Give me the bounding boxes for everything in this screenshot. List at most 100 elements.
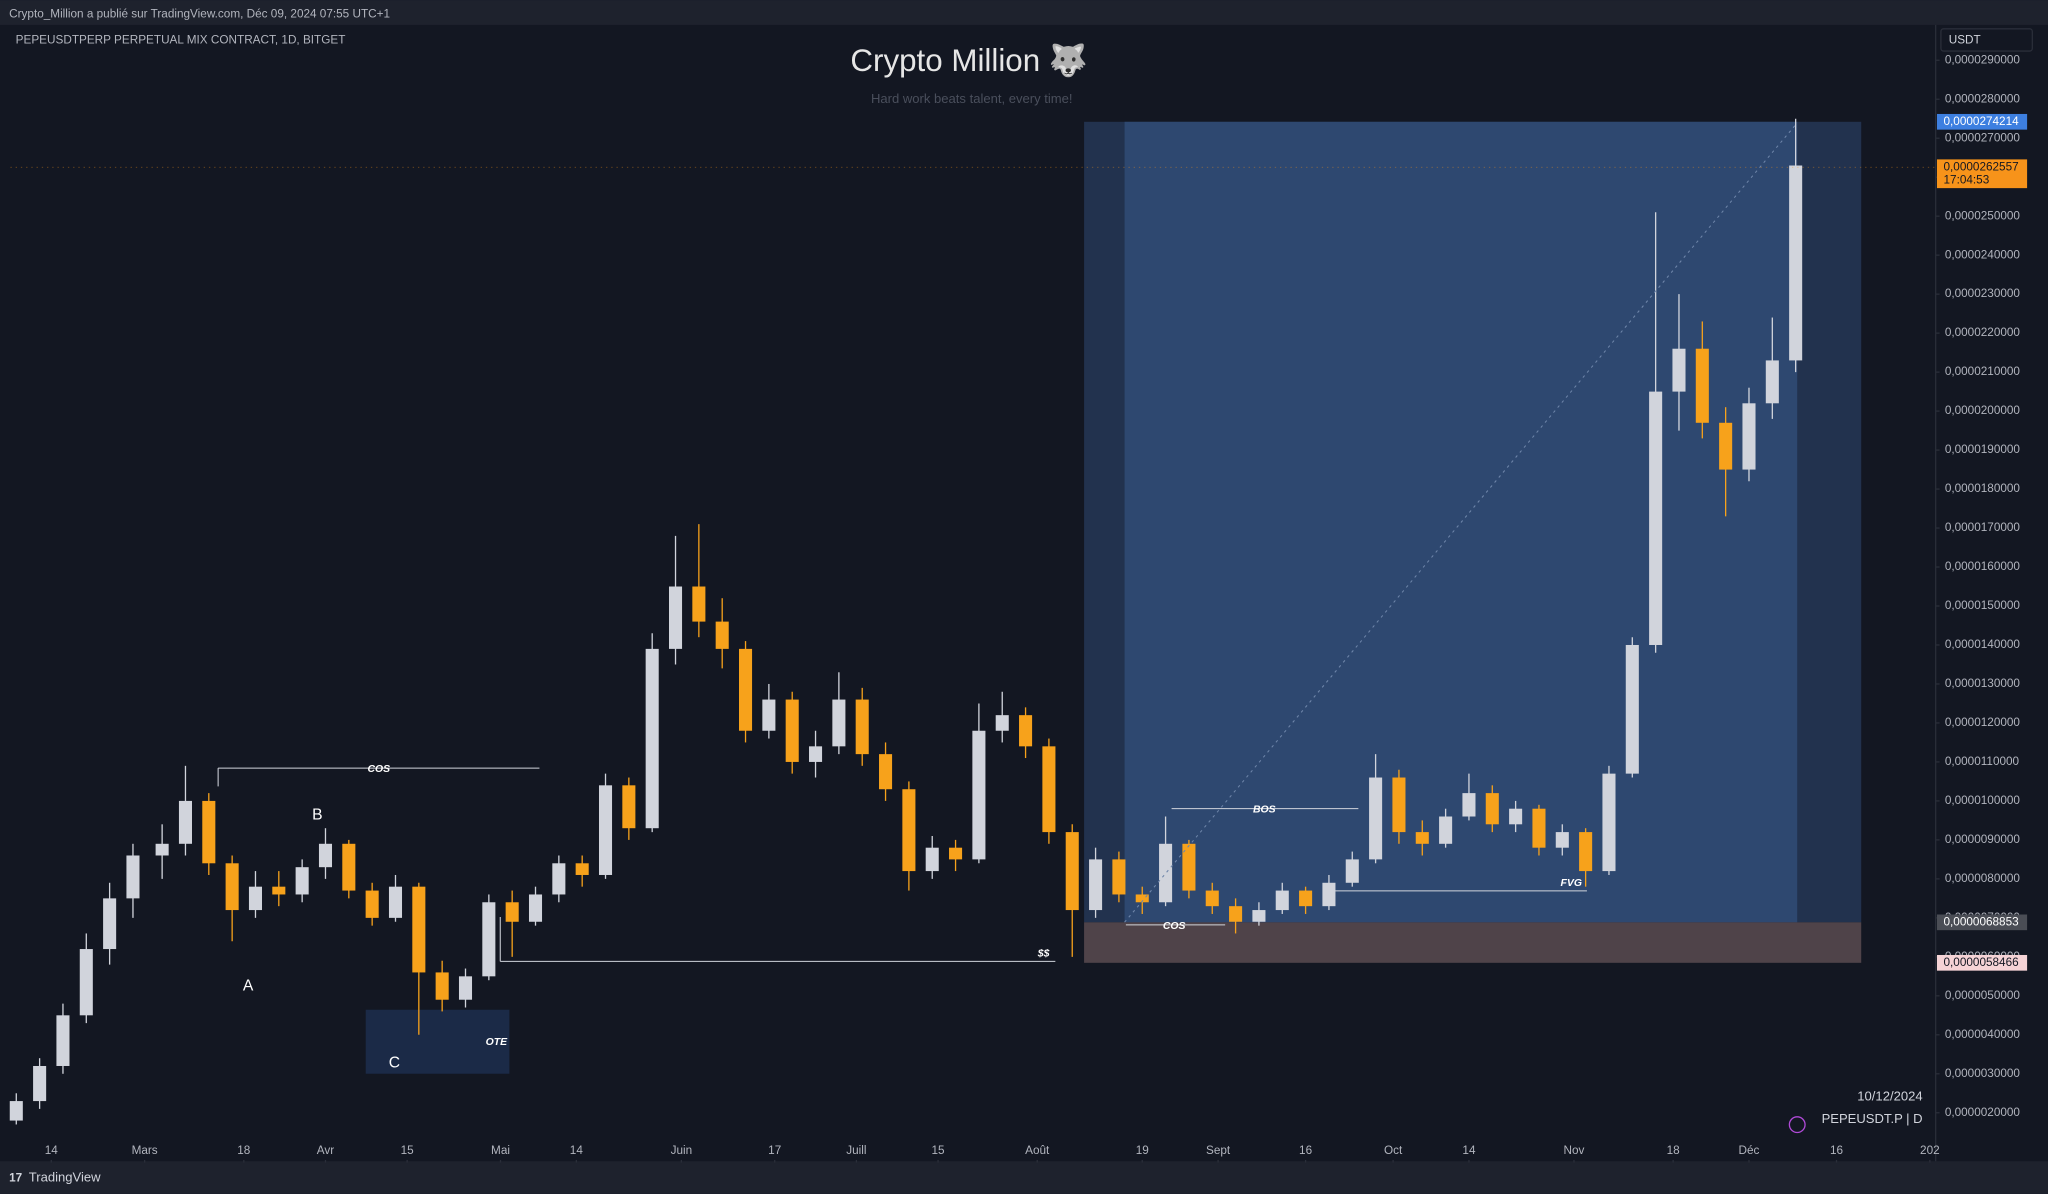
candle-body xyxy=(458,976,473,1000)
date: 10/12/2024 xyxy=(1857,1089,1922,1104)
candle-body xyxy=(902,789,916,872)
annotation: B xyxy=(312,806,322,823)
x-tick-label: 16 xyxy=(1830,1144,1844,1157)
candle-body xyxy=(1509,808,1523,825)
chart-title: Crypto Million 🐺 xyxy=(850,42,1087,78)
y-tick-label: 0,0000020000 xyxy=(1945,1106,2021,1119)
candle-body xyxy=(1112,859,1126,895)
candle-body xyxy=(505,902,519,922)
candle-body xyxy=(435,972,449,1000)
candle-body xyxy=(1415,832,1429,844)
candle-body xyxy=(1299,890,1313,907)
brand[interactable]: TradingView xyxy=(29,1170,101,1185)
publisher: Crypto_Million a publié sur TradingView.… xyxy=(9,8,390,21)
candle-body xyxy=(365,890,379,918)
candle-body xyxy=(855,699,869,755)
candle-body xyxy=(482,902,496,977)
candle-body xyxy=(925,847,939,872)
candle-body xyxy=(155,843,169,856)
candle-body xyxy=(9,1101,23,1121)
candle-body xyxy=(622,785,636,829)
candle-body xyxy=(1065,832,1079,911)
x-tick-label: Août xyxy=(1025,1144,1050,1157)
candle-body xyxy=(1229,906,1243,922)
y-tick-label: 0,0000230000 xyxy=(1945,287,2021,300)
annotation: BOS xyxy=(1253,805,1276,816)
y-tick-label: 0,0000180000 xyxy=(1945,482,2021,495)
annotation: COS xyxy=(1163,921,1186,932)
candle-body xyxy=(575,863,589,875)
target-badge-label: 0,0000274214 xyxy=(1944,115,2020,128)
y-tick-label: 0,0000280000 xyxy=(1945,92,2021,105)
ote-box xyxy=(365,1009,510,1074)
candle-body xyxy=(552,863,566,895)
annotation: COS xyxy=(367,764,390,775)
candle-body xyxy=(528,894,543,922)
y-tick-label: 0,0000100000 xyxy=(1945,794,2021,807)
x-tick-label: Avr xyxy=(317,1144,334,1157)
candle-body xyxy=(809,746,823,762)
y-tick-label: 0,0000030000 xyxy=(1945,1067,2021,1080)
annotations: COS A B C OTE $$ xyxy=(217,764,1056,1074)
top-bar xyxy=(0,0,2048,25)
x-tick-label: Oct xyxy=(1384,1144,1403,1157)
last-price-badge xyxy=(1936,159,2028,189)
candle-body xyxy=(785,699,799,762)
plot xyxy=(9,118,1803,1125)
zone-annotations: BOS COS FVG xyxy=(1124,122,1798,932)
candle-body xyxy=(1322,882,1336,907)
candle-body xyxy=(1532,808,1546,848)
x-tick-label: Déc xyxy=(1739,1144,1760,1157)
x-tick-label: Juill xyxy=(846,1144,866,1157)
candle-body xyxy=(832,699,846,747)
replay-icon[interactable] xyxy=(1788,1116,1806,1134)
annotation: FVG xyxy=(1561,878,1582,889)
candle-body xyxy=(1159,843,1173,903)
currency-box[interactable] xyxy=(1940,28,2033,52)
x-tick-label: Mai xyxy=(491,1144,510,1157)
candle-body xyxy=(879,754,893,790)
candle-body xyxy=(1602,773,1616,872)
candle-body xyxy=(412,886,426,973)
y-tick-label: 0,0000220000 xyxy=(1945,326,2021,339)
y-tick-label: 0,0000150000 xyxy=(1945,599,2021,612)
entry-badge-label: 0,0000068853 xyxy=(1944,915,2020,928)
y-tick-label: 0,0000110000 xyxy=(1945,755,2020,768)
annotation: C xyxy=(389,1054,400,1071)
candle-body xyxy=(715,621,729,649)
y-tick-label: 0,0000190000 xyxy=(1945,443,2021,456)
x-tick-label: 202 xyxy=(1920,1144,1940,1157)
candle-body xyxy=(248,886,263,911)
x-tick-label: Nov xyxy=(1564,1144,1585,1157)
candle-body xyxy=(1789,165,1803,361)
candle-body xyxy=(1019,715,1033,747)
annotation: OTE xyxy=(486,1037,508,1048)
y-tick-label: 0,0000050000 xyxy=(1945,989,2021,1002)
candle-body xyxy=(1205,890,1219,907)
x-tick-label: 15 xyxy=(932,1144,946,1157)
annotation: A xyxy=(243,977,254,994)
candle-body xyxy=(1252,910,1266,922)
candle-body xyxy=(272,886,286,895)
candle-body xyxy=(1719,422,1733,470)
candle-body xyxy=(1369,777,1383,860)
candle-body xyxy=(178,800,192,844)
x-tick-label: 18 xyxy=(1667,1144,1681,1157)
candle-body xyxy=(598,785,613,875)
candle-body xyxy=(972,730,986,860)
chart-subtitle: Hard work beats talent, every time! xyxy=(871,91,1073,106)
currency: USDT xyxy=(1949,34,1981,47)
candle-body xyxy=(1089,859,1103,911)
x-tick-label: 16 xyxy=(1299,1144,1313,1157)
y-tick-label: 0,0000250000 xyxy=(1945,209,2021,222)
candle-body xyxy=(995,715,1009,731)
entry-badge xyxy=(1936,914,2028,931)
y-tick-label: 0,0000130000 xyxy=(1945,677,2021,690)
candle-body xyxy=(739,648,753,731)
candle-body xyxy=(33,1065,47,1102)
candle-body xyxy=(645,648,659,829)
countdown: 17:04:53 xyxy=(1944,173,1990,186)
x-tick-label: Juin xyxy=(671,1144,693,1157)
y-tick-label: 0,0000170000 xyxy=(1945,521,2021,534)
candle-body xyxy=(1042,746,1056,833)
